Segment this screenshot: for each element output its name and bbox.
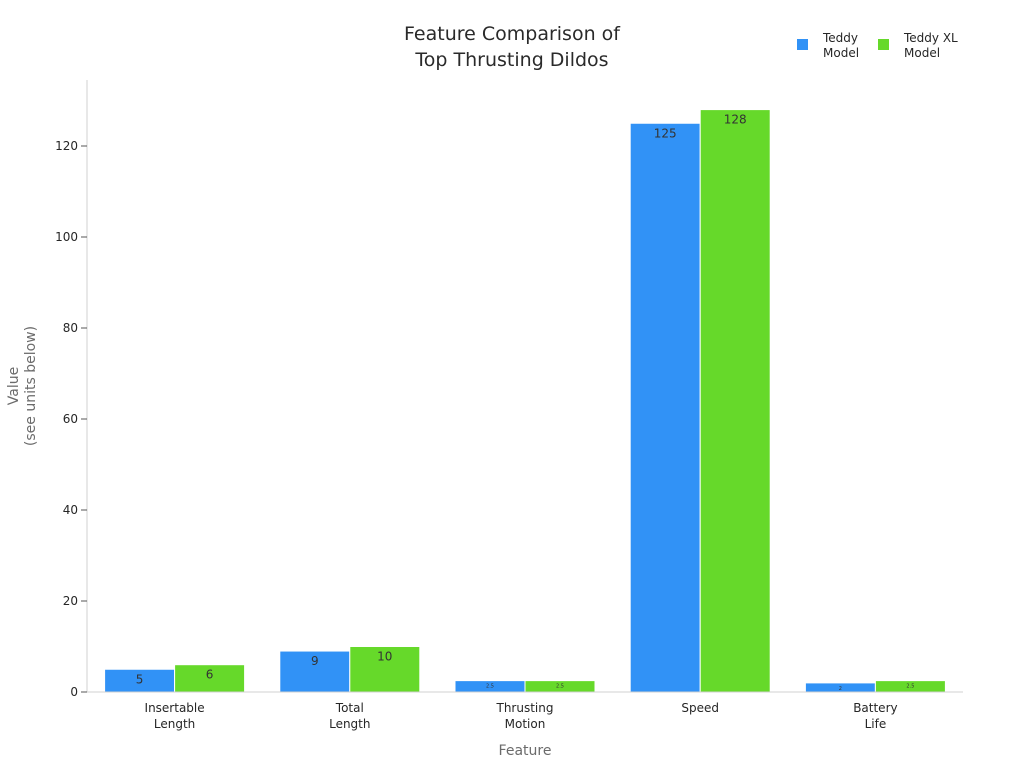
y-tick-label-3: 60 <box>63 412 78 426</box>
bar-label-4-series-1: 2.5 <box>906 684 914 690</box>
bar-3-series-0 <box>629 122 701 693</box>
bar-0-series-1 <box>174 664 246 693</box>
x-tick-label-1: Total Length <box>329 701 370 731</box>
bar-label-2-series-0: 2.5 <box>486 684 494 690</box>
y-axis-title-line-2: (see units below) <box>23 326 39 446</box>
legend-label-0: Teddy Model <box>822 31 859 60</box>
bar-1-series-0 <box>279 650 351 693</box>
bar-label-1-series-1: 10 <box>377 650 392 664</box>
x-tick-label-4: Battery Life <box>853 701 897 731</box>
bar-label-1-series-0: 9 <box>311 654 319 668</box>
bar-label-0-series-1: 6 <box>206 668 214 682</box>
y-tick-label-0: 0 <box>70 685 78 699</box>
y-tick-label-4: 80 <box>63 321 78 335</box>
y-axis-title-line-1: Value <box>6 367 22 405</box>
bar-label-2-series-1: 2.5 <box>556 684 564 690</box>
x-axis-title: Feature <box>499 743 552 759</box>
legend-swatch-1 <box>878 39 889 50</box>
bar-labels: 5 6 9 10 2.5 2.5 125 128 2 2.5 <box>136 113 915 692</box>
x-axis: Insertable Length Total Length Thrusting Moti… <box>87 691 963 731</box>
legend-swatch-0 <box>797 39 808 50</box>
bar-label-4-series-0: 2 <box>839 686 842 692</box>
bar-label-0-series-0: 5 <box>136 672 144 686</box>
legend: Teddy Model Teddy XL Model <box>797 31 958 60</box>
chart-title-line-2: Top Thrusting Dildos <box>414 49 608 71</box>
y-tick-label-2: 40 <box>63 503 78 517</box>
chart-title-line-1: Feature Comparison of <box>404 23 621 45</box>
bar-label-3-series-1: 128 <box>724 113 747 127</box>
bar-label-3-series-0: 125 <box>654 126 677 140</box>
x-tick-label-2: Thrusting Motion <box>496 701 554 731</box>
legend-label-1: Teddy XL Model <box>903 31 958 60</box>
y-axis: 0 20 40 60 80 100 120 <box>55 80 88 699</box>
y-axis-title: Value (see units below) <box>6 326 39 446</box>
y-tick-label-1: 20 <box>63 594 78 608</box>
bar-1-series-1 <box>349 646 421 693</box>
x-tick-label-3: Speed <box>681 701 719 715</box>
chart-title: Feature Comparison of Top Thrusting Dild… <box>404 23 621 71</box>
bar-3-series-1 <box>699 109 771 693</box>
y-tick-label-6: 120 <box>55 139 78 153</box>
y-tick-label-5: 100 <box>55 230 78 244</box>
bars <box>104 109 946 693</box>
x-tick-label-0: Insertable Length <box>145 701 205 731</box>
